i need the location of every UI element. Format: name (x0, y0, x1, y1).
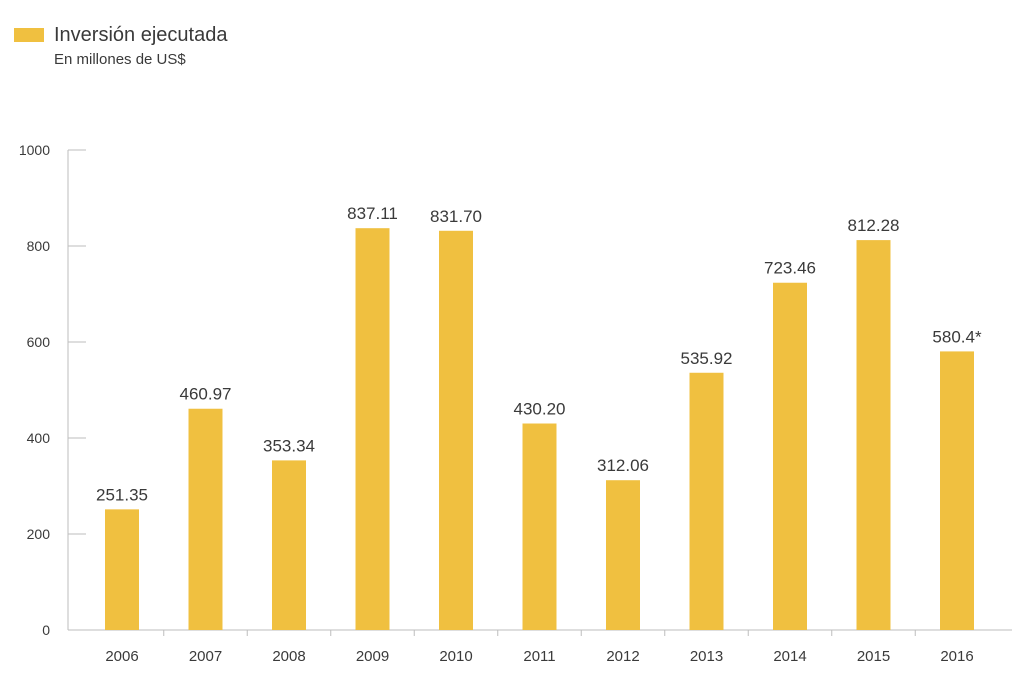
value-label-2012: 312.06 (597, 456, 649, 475)
bar-2011 (522, 423, 557, 630)
bar-2010 (439, 230, 473, 630)
bar-2015 (856, 240, 891, 631)
value-label-2009: 837.11 (347, 204, 398, 223)
value-label-2011: 430.20 (514, 400, 566, 419)
value-label-2015: 812.28 (848, 216, 900, 235)
x-tick-label-2009: 2009 (356, 648, 389, 665)
bar-2007 (188, 408, 223, 630)
y-tick-label: 400 (27, 430, 51, 446)
x-tick-label-2007: 2007 (189, 648, 222, 665)
bar-2014 (773, 282, 807, 630)
legend-swatch (14, 28, 44, 42)
x-tick-label-2010: 2010 (439, 648, 472, 665)
value-label-2006: 251.35 (96, 485, 148, 504)
value-label-2007: 460.97 (180, 385, 232, 404)
value-label-2010: 831.70 (430, 207, 482, 226)
legend-subtitle: En millones de US$ (54, 51, 186, 68)
bar-2006 (105, 509, 139, 630)
value-label-2014: 723.46 (764, 259, 816, 278)
bar-2009 (355, 228, 390, 630)
x-tick-label-2015: 2015 (857, 648, 890, 665)
x-tick-label-2016: 2016 (940, 648, 973, 665)
y-tick-label: 0 (42, 622, 50, 638)
value-label-2008: 353.34 (263, 436, 315, 455)
y-tick-label: 200 (27, 526, 51, 542)
x-tick-label-2012: 2012 (606, 648, 639, 665)
bar-2008 (272, 460, 306, 630)
x-tick-label-2011: 2011 (523, 648, 555, 665)
bar-2012 (606, 480, 640, 630)
y-tick-label: 600 (27, 334, 51, 350)
y-tick-label: 1000 (19, 142, 50, 158)
x-tick-label-2006: 2006 (105, 648, 138, 665)
x-tick-label-2008: 2008 (272, 648, 305, 665)
legend-title: Inversión ejecutada (54, 24, 228, 46)
bar-2016 (940, 351, 974, 630)
y-tick-label: 800 (27, 238, 51, 254)
x-tick-label-2014: 2014 (773, 648, 806, 665)
value-label-2013: 535.92 (681, 349, 733, 368)
x-tick-label-2013: 2013 (690, 648, 723, 665)
value-label-2016: 580.4* (932, 327, 982, 346)
bar-2013 (689, 372, 724, 630)
